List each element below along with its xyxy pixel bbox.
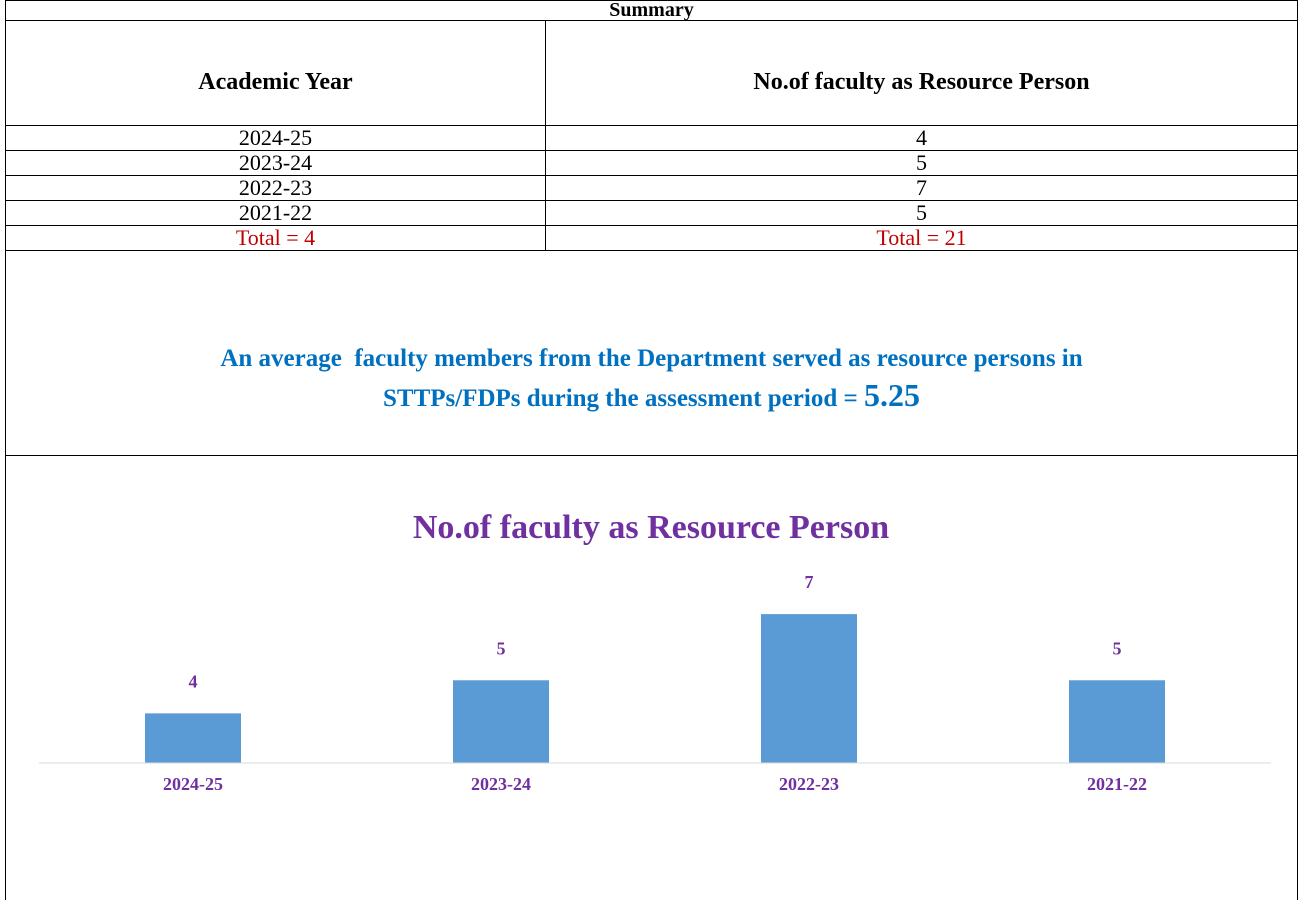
data-label: 5 bbox=[1113, 638, 1122, 658]
chart-frame: No.of faculty as Resource Person 4 2024-2… bbox=[5, 455, 1298, 900]
note-line: STTPs/FDPs during the assessment period … bbox=[383, 377, 920, 417]
data-label: 4 bbox=[189, 671, 198, 691]
total-cell: Total = 21 bbox=[545, 225, 1298, 251]
summary-title: Summary bbox=[5, 0, 1298, 21]
table-cell: 2021-22 bbox=[5, 200, 546, 226]
header-cell: Academic Year bbox=[5, 20, 546, 126]
table-cell: 7 bbox=[545, 175, 1298, 201]
total-cell: Total = 4 bbox=[5, 225, 546, 251]
note-line: STTPs/FDPs during the assessment period … bbox=[383, 385, 864, 412]
table-cell: 5 bbox=[545, 150, 1298, 176]
x-tick-label: 2021-22 bbox=[1087, 774, 1147, 794]
header-cell: No.of faculty as Resource Person bbox=[545, 20, 1298, 126]
bar bbox=[1069, 680, 1165, 763]
table-cell: 4 bbox=[545, 125, 1298, 151]
x-tick-label: 2024-25 bbox=[163, 774, 223, 794]
data-label: 7 bbox=[805, 572, 814, 592]
table-cell: 2024-25 bbox=[5, 125, 546, 151]
average-note: An average faculty members from the Depa… bbox=[5, 250, 1298, 456]
average-value: 5.25 bbox=[863, 377, 920, 413]
note-line: An average faculty members from the Depa… bbox=[220, 345, 1083, 372]
table-cell: 5 bbox=[545, 200, 1298, 226]
table-cell: 2022-23 bbox=[5, 175, 546, 201]
bar bbox=[145, 713, 241, 763]
chart: No.of faculty as Resource Person 4 2024-2… bbox=[39, 509, 1271, 794]
chart-title: No.of faculty as Resource Person bbox=[413, 509, 889, 546]
table-cell: 2023-24 bbox=[5, 150, 546, 176]
bar bbox=[761, 614, 857, 763]
x-tick-label: 2022-23 bbox=[779, 774, 839, 794]
x-tick-label: 2023-24 bbox=[471, 774, 531, 794]
data-label: 5 bbox=[497, 638, 506, 658]
bar bbox=[453, 680, 549, 763]
